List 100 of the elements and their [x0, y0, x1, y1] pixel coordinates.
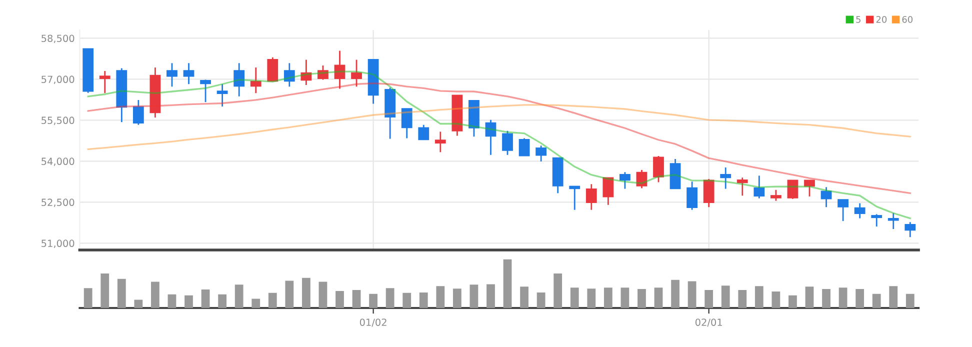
bar [336, 290, 344, 308]
bar [268, 292, 277, 308]
candlestick [267, 56, 278, 82]
candlestick [300, 59, 312, 86]
bar [436, 286, 445, 308]
bar [738, 290, 747, 308]
candlestick [720, 166, 732, 190]
bar [252, 298, 260, 308]
x-tick-label: 01/02 [360, 318, 386, 327]
bar [503, 259, 512, 308]
y-tick-label: 54,000 [42, 158, 74, 166]
bar [554, 274, 562, 308]
bar [638, 289, 646, 308]
bar [721, 286, 730, 308]
candlestick [820, 186, 832, 208]
candlestick [838, 199, 848, 222]
candlestick [703, 178, 714, 208]
candlestick [754, 174, 765, 200]
candlestick [334, 50, 346, 90]
bar [486, 284, 495, 308]
candlestick [770, 189, 782, 202]
candlestick [216, 83, 228, 108]
candlestick [518, 138, 530, 156]
bar [402, 292, 412, 308]
y-tick-label: 57,000 [42, 76, 74, 84]
bar [688, 281, 696, 308]
bar [470, 284, 478, 308]
bar [84, 288, 92, 308]
candlestick [485, 119, 496, 156]
candlestick [434, 130, 446, 153]
bar [386, 288, 394, 308]
bar [587, 288, 596, 308]
candlestick [653, 155, 664, 183]
bar [805, 286, 814, 308]
candlestick [636, 169, 648, 189]
bar [889, 286, 898, 308]
bar [654, 288, 663, 308]
bar [151, 282, 160, 308]
y-tick-label: 55,500 [42, 116, 74, 126]
candlestick [418, 124, 430, 140]
bar [620, 288, 630, 308]
legend-label: 20 [876, 16, 887, 23]
candlestick [250, 66, 262, 94]
bar [318, 282, 328, 308]
bar [754, 286, 764, 308]
candlestick [166, 62, 178, 88]
bar [856, 289, 864, 308]
bar [234, 284, 244, 308]
candlestick [183, 62, 194, 85]
candlestick [401, 108, 412, 139]
bar [352, 290, 361, 308]
bar [570, 288, 579, 308]
candlestick [871, 214, 882, 228]
bar [201, 290, 210, 308]
bar [838, 288, 848, 308]
candlestick [736, 176, 748, 196]
bar [536, 292, 546, 308]
bar [788, 295, 797, 308]
candlestick [536, 144, 547, 162]
bar [872, 294, 881, 308]
candlestick [132, 99, 144, 126]
legend-label: 5 [856, 16, 860, 23]
candlestick [804, 180, 815, 198]
candlestick [318, 64, 328, 80]
candlestick [854, 202, 866, 220]
bar [604, 288, 612, 308]
candlestick [502, 130, 513, 156]
candlestick [586, 183, 597, 211]
bar [285, 280, 294, 308]
bar [134, 300, 143, 308]
candlestick [234, 62, 245, 98]
bar [419, 292, 428, 308]
candlestick [620, 171, 630, 190]
candlestick [888, 212, 899, 230]
candlestick [200, 79, 211, 103]
bar [117, 278, 126, 308]
candlestick [284, 62, 295, 88]
candlestick [686, 180, 698, 211]
candlestick [99, 70, 110, 94]
bar [218, 294, 226, 308]
candlestick [569, 186, 580, 211]
bar [520, 286, 528, 308]
bar [184, 295, 193, 308]
candlestick [602, 177, 614, 206]
bar [100, 274, 110, 308]
bar [168, 294, 176, 308]
bar [906, 294, 914, 308]
legend-label: 60 [902, 16, 913, 23]
bar [704, 290, 714, 308]
bar [452, 288, 462, 308]
y-tick-label: 52,500 [42, 198, 74, 208]
y-tick-label: 51,000 [42, 240, 74, 248]
bar [302, 278, 310, 308]
bar [772, 291, 780, 308]
bar [671, 280, 680, 308]
bar [822, 289, 830, 308]
candlestick [351, 59, 362, 88]
x-tick-label: 02/01 [695, 318, 722, 327]
candlestick [787, 180, 798, 200]
bar [369, 294, 378, 308]
